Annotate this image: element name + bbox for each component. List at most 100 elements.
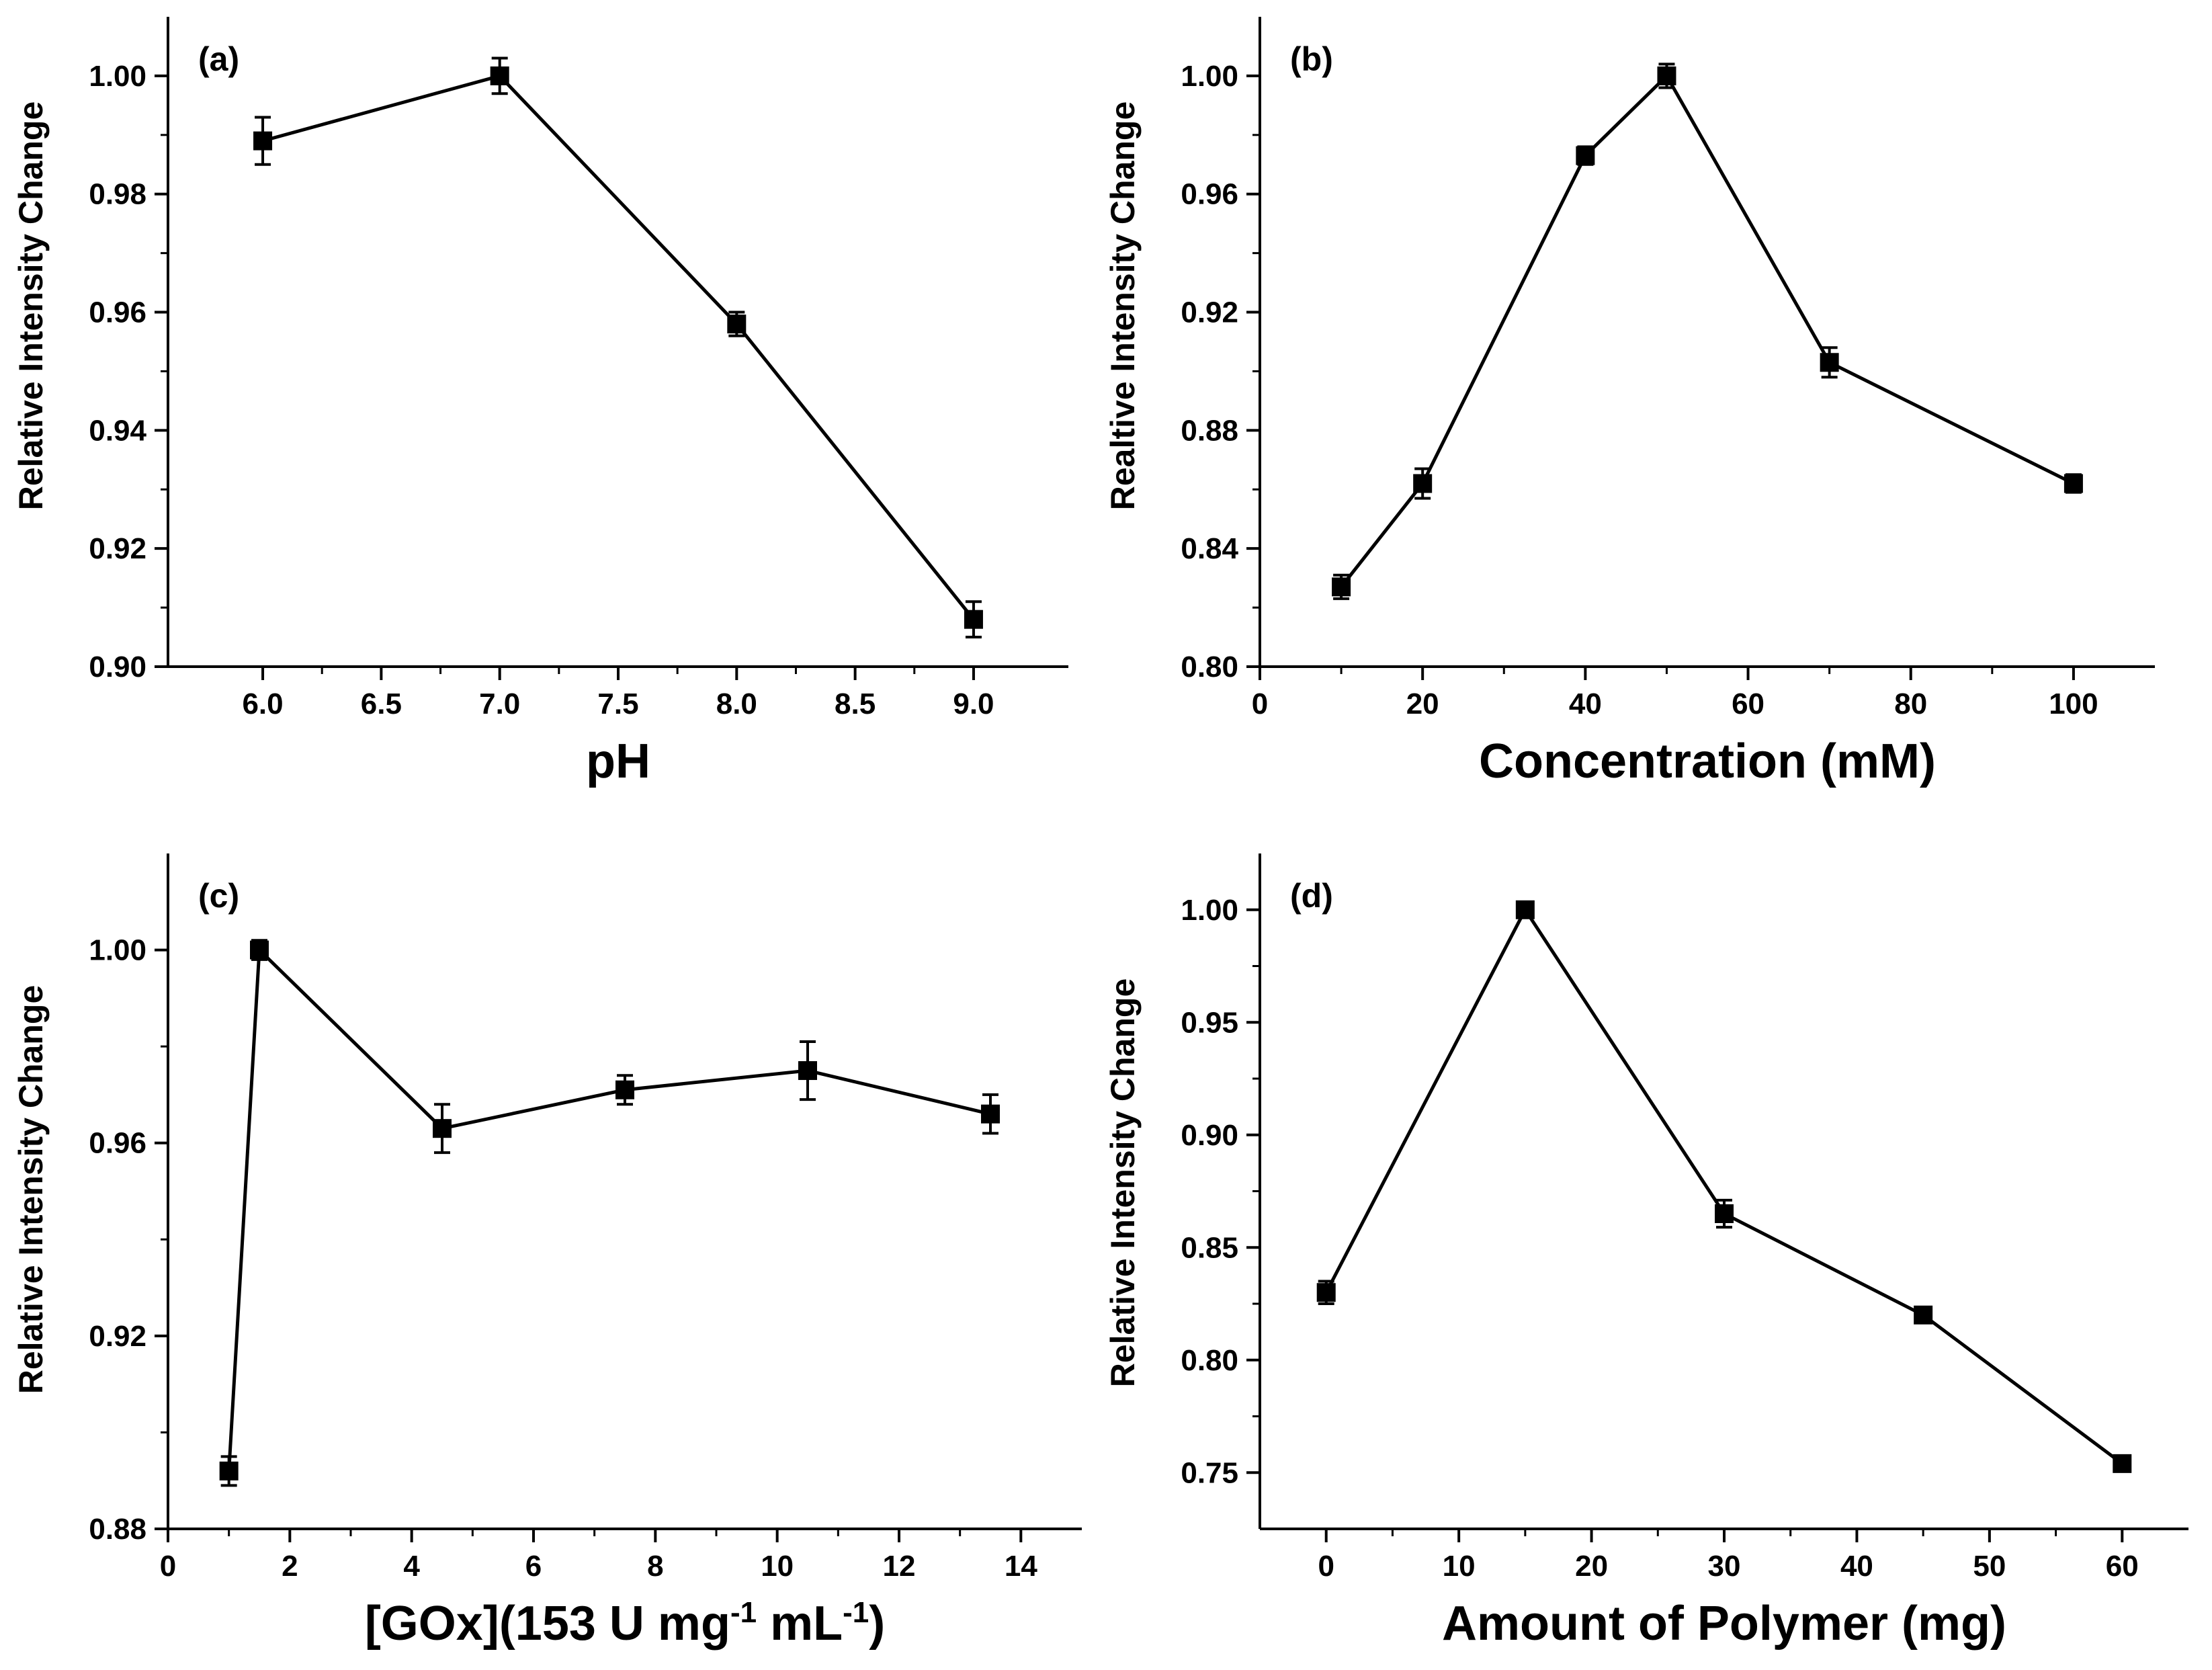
data-point (490, 66, 509, 85)
data-point (1413, 474, 1433, 493)
data-point (1715, 1204, 1734, 1223)
x-tick-label: 4 (403, 1550, 420, 1583)
x-tick-label: 8.0 (716, 687, 757, 720)
data-marks (219, 939, 1000, 1487)
x-axis-title: Amount of Polymer (mg) (1442, 1597, 2006, 1651)
data-point (1820, 353, 1839, 372)
x-tick-label: 7.5 (597, 687, 638, 720)
y-ticks: 0.88 0.92 0.96 1.00 (89, 934, 168, 1546)
x-tick-label: 9.0 (953, 687, 994, 720)
data-marks (1316, 900, 2132, 1473)
x-tick-label: 8 (647, 1550, 663, 1583)
y-tick-label: 1.00 (1181, 60, 1238, 93)
y-axis-title: Relative Intensity Change (1104, 978, 1142, 1388)
y-tick-label: 0.88 (89, 1513, 146, 1546)
x-tick-label: 14 (1005, 1550, 1037, 1583)
series-line (1324, 906, 2123, 1465)
x-tick-label: 6.0 (242, 687, 283, 720)
panel-label: (d) (1290, 877, 1333, 915)
data-point (981, 1104, 1000, 1124)
x-title-part-3: ) (869, 1597, 885, 1651)
y-tick-label: 0.85 (1181, 1231, 1238, 1264)
x-title-sup-2: -1 (843, 1596, 869, 1629)
y-tick-label: 0.88 (1181, 414, 1238, 447)
y-tick-label: 0.92 (1181, 296, 1238, 329)
panel-a: 6.0 6.5 7.0 7.5 8.0 8.5 9.0 0.900.920.940.960.… (12, 17, 1068, 788)
x-tick-label: 80 (1894, 687, 1927, 720)
x-axis-title: [GOx](153 U mg-1 mL-1) (365, 1596, 885, 1651)
x-tick-label: 60 (2106, 1550, 2139, 1583)
x-tick-label: 50 (1973, 1550, 2006, 1583)
y-tick-label: 0.96 (89, 296, 146, 329)
y-axis-title: Relative Intensity Change (12, 985, 50, 1394)
y-ticks: 0.90 0.92 0.94 0.96 0.98 1.00 (89, 60, 168, 683)
y-tick-label: 1.00 (89, 60, 146, 93)
x-tick-label: 8.5 (835, 687, 876, 720)
x-axis-title: Concentration (mM) (1479, 735, 1936, 788)
x-tick-label: 12 (883, 1550, 916, 1583)
x-title-sup-1: -1 (730, 1596, 757, 1629)
x-tick-label: 7.0 (479, 687, 520, 720)
y-tick-label: 0.95 (1181, 1006, 1238, 1039)
y-tick-label: 0.90 (89, 651, 146, 683)
x-tick-label: 20 (1406, 687, 1439, 720)
panel-label: (a) (198, 40, 239, 78)
x-tick-label: 6.5 (361, 687, 402, 720)
x-tick-label: 10 (761, 1550, 794, 1583)
panel-label: (b) (1290, 40, 1333, 78)
x-tick-label: 2 (282, 1550, 298, 1583)
x-tick-label: 100 (2049, 687, 2098, 720)
y-tick-label: 1.00 (89, 934, 146, 967)
data-point (2064, 474, 2083, 493)
panel-b: 0 20 40 60 80 100 0.80 0.84 0.88 0.92 0.96 1.00 (b… (1104, 17, 2155, 788)
x-tick-label: 20 (1575, 1550, 1608, 1583)
y-axis-title: Realtive Intensity Change (1104, 101, 1142, 511)
data-marks (1332, 62, 2083, 600)
data-point (1657, 66, 1676, 85)
series-line (227, 946, 991, 1472)
data-point (964, 610, 983, 629)
y-tick-label: 1.00 (1181, 894, 1238, 927)
x-tick-label: 0 (1252, 687, 1268, 720)
data-point (1576, 146, 1595, 165)
y-tick-label: 0.90 (1181, 1119, 1238, 1152)
data-point (727, 315, 747, 334)
series-line (262, 74, 975, 621)
x-tick-label: 40 (1569, 687, 1602, 720)
x-title-part-2: mL (757, 1597, 843, 1651)
panel-d: 0 10 20 30 40 50 60 0.75 0.80 0.85 0.90 0.95 1.00 (… (1104, 853, 2188, 1651)
x-tick-label: 60 (1732, 687, 1764, 720)
x-ticks: 0 20 40 60 80 100 (1252, 667, 2098, 720)
y-tick-label: 0.84 (1181, 532, 1238, 565)
y-tick-label: 0.92 (89, 532, 146, 565)
data-point (219, 1461, 239, 1480)
panel-label: (c) (198, 877, 239, 915)
x-tick-label: 40 (1840, 1550, 1873, 1583)
x-ticks: 0 2 4 6 8 10 12 14 (160, 1529, 1037, 1583)
y-axis-title: Relative Intensity Change (12, 101, 50, 511)
y-ticks: 0.80 0.84 0.88 0.92 0.96 1.00 (1181, 60, 1260, 683)
x-ticks: 0 10 20 30 40 50 60 (1318, 1529, 2139, 1583)
y-tick-label: 0.98 (89, 178, 146, 211)
data-point (1332, 577, 1351, 597)
data-point (253, 131, 273, 151)
y-tick-label: 0.92 (89, 1320, 146, 1353)
y-tick-label: 0.96 (1181, 178, 1238, 211)
x-ticks: 6.0 6.5 7.0 7.5 8.0 8.5 9.0 (242, 667, 994, 720)
x-tick-label: 0 (160, 1550, 176, 1583)
data-point (2113, 1454, 2132, 1473)
series-line (1340, 73, 2075, 588)
y-ticks: 0.75 0.80 0.85 0.90 0.95 1.00 (1181, 894, 1260, 1489)
data-point (433, 1119, 452, 1138)
data-point (1515, 900, 1535, 919)
data-point (1914, 1305, 1933, 1325)
y-tick-label: 0.80 (1181, 1344, 1238, 1377)
x-tick-label: 10 (1443, 1550, 1476, 1583)
x-tick-label: 0 (1318, 1550, 1334, 1583)
y-tick-label: 0.75 (1181, 1456, 1238, 1489)
data-point (250, 940, 269, 960)
x-tick-label: 6 (525, 1550, 542, 1583)
y-tick-label: 0.94 (89, 414, 146, 447)
data-point (1316, 1283, 1336, 1302)
